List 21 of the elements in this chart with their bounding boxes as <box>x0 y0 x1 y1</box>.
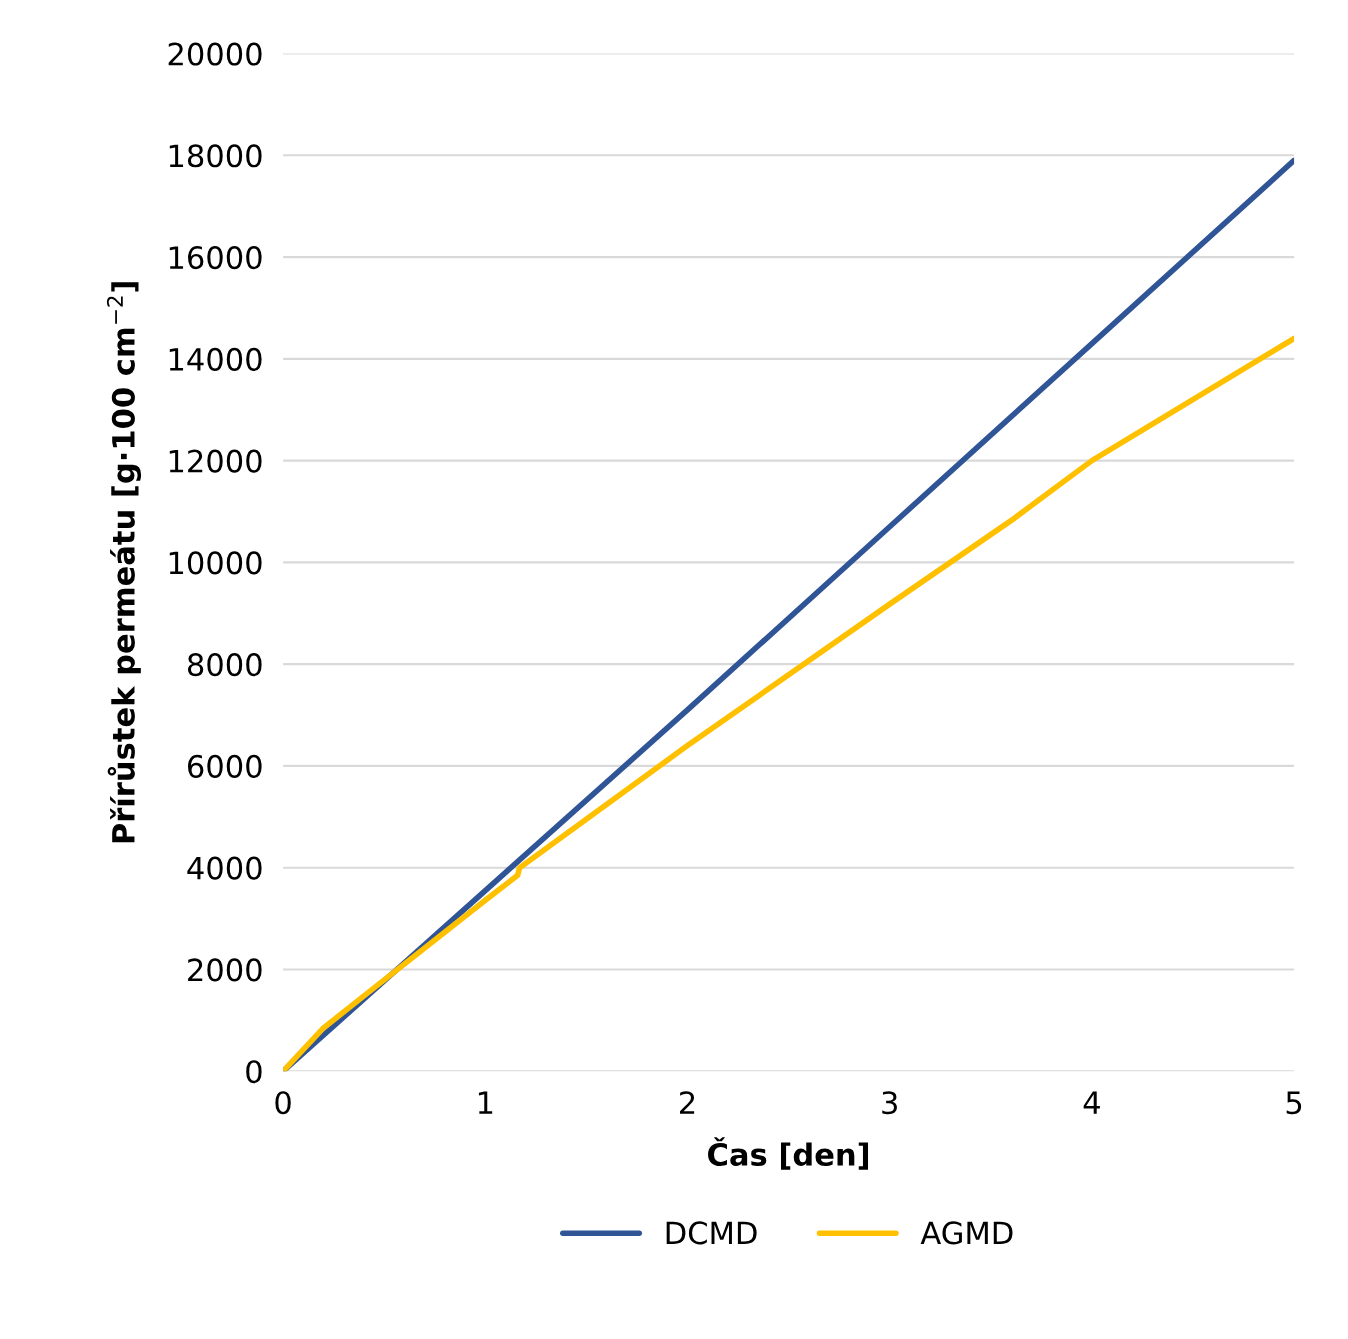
y-tick-label: 16000 <box>169 246 262 270</box>
x-tick-label: 5 <box>1286 1091 1302 1115</box>
x-axis-title: Čas [den] <box>708 1137 869 1170</box>
y-tick-label: 2000 <box>188 958 262 982</box>
y-tick-label: 18000 <box>169 144 262 168</box>
y-tick-label: 6000 <box>188 754 262 778</box>
x-tick-label: 3 <box>882 1091 897 1115</box>
y-tick-label: 4000 <box>187 856 262 880</box>
y-tick-label: 12000 <box>169 449 262 473</box>
y-tick-label: 8000 <box>187 653 262 677</box>
legend-label: AGMD <box>920 1221 1013 1245</box>
y-tick-label: 10000 <box>169 551 262 575</box>
x-tick-label: 1 <box>478 1091 493 1114</box>
x-tick-label: 0 <box>275 1091 291 1115</box>
x-tick-label: 2 <box>680 1091 695 1114</box>
legend-label: DCMD <box>666 1221 757 1245</box>
y-axis-title: Přírůstek permeátu [g·100 cm$^{−2}$] <box>106 282 142 843</box>
y-tick-label: 20000 <box>168 42 262 66</box>
y-tick-label: 0 <box>246 1060 262 1084</box>
x-tick-label: 4 <box>1083 1091 1100 1114</box>
y-tick-label: 14000 <box>169 347 262 371</box>
